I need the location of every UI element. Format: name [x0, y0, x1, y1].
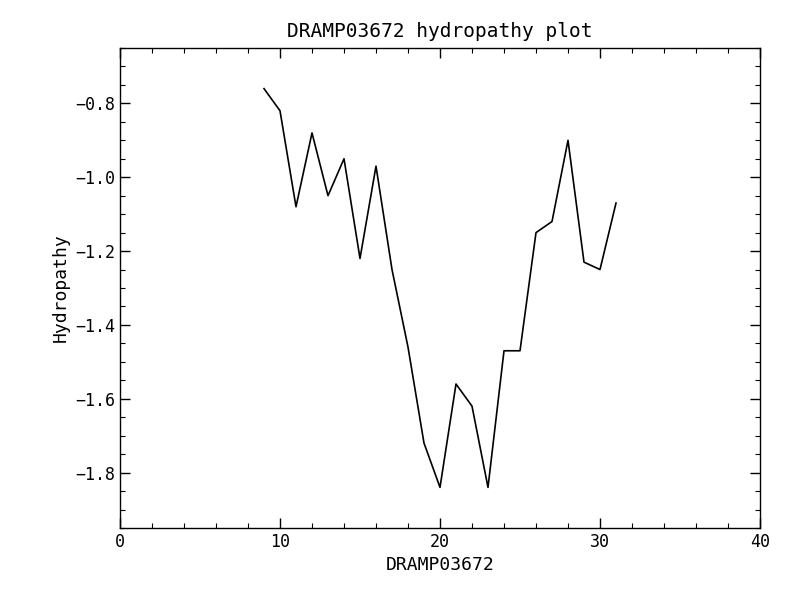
Y-axis label: Hydropathy: Hydropathy	[51, 233, 70, 343]
Title: DRAMP03672 hydropathy plot: DRAMP03672 hydropathy plot	[287, 22, 593, 41]
X-axis label: DRAMP03672: DRAMP03672	[386, 556, 494, 574]
